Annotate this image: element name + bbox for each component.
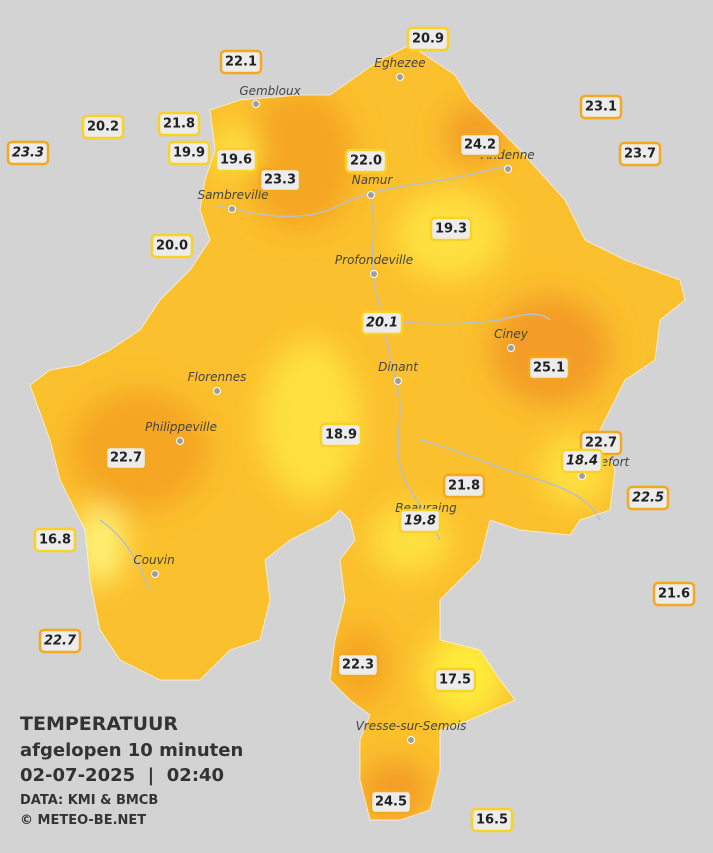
town-dot	[407, 736, 415, 744]
station-value: 23.3	[12, 146, 44, 161]
town-dot	[252, 100, 260, 108]
source: DATA: KMI & BMCB	[20, 793, 158, 808]
station-box	[433, 667, 477, 693]
town-dot	[176, 437, 184, 445]
station-value: 20.1	[366, 316, 398, 331]
station-box	[33, 527, 77, 553]
station-value: 19.8	[404, 514, 436, 529]
station-value: 20.2	[87, 120, 119, 135]
stations: 20.9 22.1 23.1 20.2 21.8 23.3 19.9 19.6 24.2 23.7…	[6, 26, 696, 833]
station-box	[652, 581, 696, 607]
town-label: Couvin	[133, 553, 174, 567]
station-value: 21.8	[448, 479, 480, 494]
station-box	[429, 216, 473, 242]
station-box	[344, 148, 388, 174]
station-value: 22.0	[350, 154, 382, 169]
station-box	[6, 140, 50, 166]
station-box	[336, 652, 380, 678]
station-box	[560, 448, 604, 474]
station-value: 24.5	[375, 795, 407, 810]
town-dot	[367, 191, 375, 199]
town-dot	[507, 344, 515, 352]
station-value: 22.1	[225, 55, 257, 70]
station-value: 16.8	[39, 533, 71, 548]
site: © METEO-BE.NET	[20, 813, 146, 828]
station-box	[360, 310, 404, 336]
station-box	[442, 473, 486, 499]
subtitle: afgelopen 10 minuten	[20, 740, 243, 761]
station-value: 23.3	[264, 173, 296, 188]
station-box	[150, 233, 194, 259]
town-label: Gembloux	[239, 84, 301, 98]
station-value: 24.2	[464, 138, 496, 153]
station-value: 18.9	[325, 428, 357, 443]
town-dot	[396, 73, 404, 81]
station-value: 16.5	[476, 813, 508, 828]
station-value: 19.9	[173, 146, 205, 161]
station-value: 23.1	[585, 100, 617, 115]
station-value: 19.6	[220, 153, 252, 168]
station-box	[626, 485, 670, 511]
station-box	[458, 132, 502, 158]
town-label: Philippeville	[145, 420, 217, 434]
station-value: 25.1	[533, 361, 565, 376]
station-box	[167, 140, 211, 166]
town-label: Namur	[352, 173, 394, 187]
town-dot	[228, 205, 236, 213]
town-dot	[151, 570, 159, 578]
town-dot	[213, 387, 221, 395]
town-label: Vresse-sur-Semois	[356, 719, 467, 733]
station-box	[618, 141, 662, 167]
map-title: TEMPERATUUR	[20, 713, 178, 735]
station-box	[579, 94, 623, 120]
station-box	[470, 807, 514, 833]
station-box	[406, 26, 450, 52]
station-value: 18.4	[566, 454, 598, 469]
station-box	[369, 789, 413, 815]
town-label: Ciney	[494, 327, 529, 341]
station-value: 20.9	[412, 32, 444, 47]
station-box	[527, 355, 571, 381]
station-value: 23.7	[624, 147, 656, 162]
station-value: 19.3	[435, 222, 467, 237]
station-box	[104, 445, 148, 471]
town-dot	[504, 165, 512, 173]
station-value: 21.8	[163, 117, 195, 132]
station-value: 22.7	[110, 451, 142, 466]
station-value: 21.6	[658, 587, 690, 602]
station-value: 22.7	[44, 634, 77, 649]
town-label: Dinant	[378, 360, 419, 374]
station-box	[214, 147, 258, 173]
station-box	[319, 422, 363, 448]
station-box	[398, 508, 442, 534]
station-box	[157, 111, 201, 137]
town-dot	[578, 472, 586, 480]
station-value: 22.3	[342, 658, 374, 673]
town-label: Eghezee	[374, 56, 425, 70]
station-box	[258, 167, 302, 193]
town-dot	[394, 377, 402, 385]
station-box	[38, 628, 82, 654]
station-value: 22.5	[632, 491, 664, 506]
town-label: Sambreville	[197, 188, 268, 202]
station-value: 20.0	[156, 239, 188, 254]
town-label: Florennes	[188, 370, 247, 384]
station-value: 17.5	[439, 673, 471, 688]
towns: EghezeeGemblouxAndenneNamurSambrevillePr…	[133, 56, 631, 744]
station-box	[219, 49, 263, 75]
town-label: Profondeville	[335, 253, 413, 267]
town-dot	[370, 270, 378, 278]
datetime: 02-07-2025 | 02:40	[20, 765, 224, 786]
station-box	[81, 114, 125, 140]
station-value: 22.7	[585, 436, 617, 451]
